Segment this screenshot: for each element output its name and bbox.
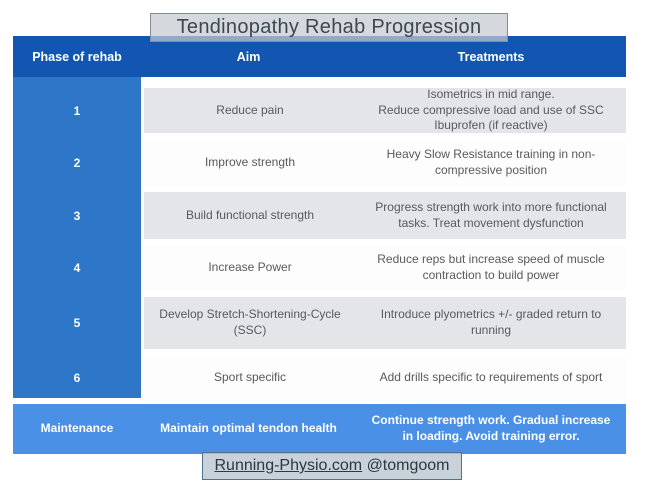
footer-twitter-handle: @tomgoom (366, 457, 450, 474)
phase-number: 1 (73, 103, 81, 118)
table-row: 1 Reduce pain Isometrics in mid range. R… (13, 87, 626, 133)
phase-number: 3 (73, 208, 81, 223)
maintenance-aim: Maintain optimal tendon health (160, 421, 337, 436)
maintenance-treatments: Continue strength work. Gradual increase… (371, 413, 611, 443)
row-content: Reduce pain Isometrics in mid range. Red… (144, 87, 626, 133)
aim-cell: Increase Power (208, 260, 292, 275)
phase-number: 4 (73, 261, 81, 275)
treatments-cell: Introduce plyometrics +/- graded return … (380, 307, 602, 337)
phase-number: 2 (73, 155, 81, 170)
treatments-cell: Progress strength work into more functio… (375, 199, 607, 230)
table-row: 4 Increase Power Reduce reps but increas… (13, 245, 626, 291)
phase-number: 6 (73, 371, 81, 385)
treatments-cell: Isometrics in mid range. Reduce compress… (378, 87, 604, 133)
row-content: Sport specific Add drills specific to re… (144, 355, 626, 401)
table-row: 2 Improve strength Heavy Slow Resistance… (13, 139, 626, 186)
treatments-cell: Add drills specific to requirements of s… (379, 370, 603, 385)
table-row: 3 Build functional strength Progress str… (13, 192, 626, 239)
header-phase: Phase of rehab (32, 49, 122, 64)
rehab-progression-table: Phase of rehab Aim Treatments 1 Reduce p… (13, 36, 626, 454)
header-treatments: Treatments (457, 49, 525, 64)
aim-cell: Sport specific (213, 370, 287, 385)
table-body: 1 Reduce pain Isometrics in mid range. R… (13, 77, 626, 401)
slide-title-box: Tendinopathy Rehab Progression (150, 13, 508, 42)
row-content: Improve strength Heavy Slow Resistance t… (144, 139, 626, 186)
treatments-cell: Heavy Slow Resistance training in non-co… (386, 146, 596, 177)
aim-cell: Reduce pain (216, 102, 284, 117)
maintenance-label: Maintenance (40, 421, 114, 436)
table-row: 5 Develop Stretch-Shortening-Cycle (SSC)… (13, 297, 626, 349)
aim-cell: Build functional strength (185, 207, 315, 222)
slide-title: Tendinopathy Rehab Progression (176, 16, 482, 38)
header-aim: Aim (236, 49, 261, 64)
aim-cell: Develop Stretch-Shortening-Cycle (SSC) (159, 307, 341, 337)
maintenance-row: Maintenance Maintain optimal tendon heal… (13, 404, 626, 454)
footer-credit-box: Running-Physio.com @tomgoom (202, 452, 462, 480)
row-content: Increase Power Reduce reps but increase … (144, 245, 626, 291)
table-header-row: Phase of rehab Aim Treatments (13, 36, 626, 77)
aim-cell: Improve strength (204, 154, 296, 169)
phase-column-background (13, 77, 141, 398)
phase-number: 5 (73, 316, 81, 330)
row-content: Build functional strength Progress stren… (144, 192, 626, 239)
table-row: 6 Sport specific Add drills specific to … (13, 355, 626, 401)
row-content: Develop Stretch-Shortening-Cycle (SSC) I… (144, 297, 626, 349)
treatments-cell: Reduce reps but increase speed of muscle… (377, 252, 605, 282)
footer-website-link[interactable]: Running-Physio.com (214, 457, 363, 474)
